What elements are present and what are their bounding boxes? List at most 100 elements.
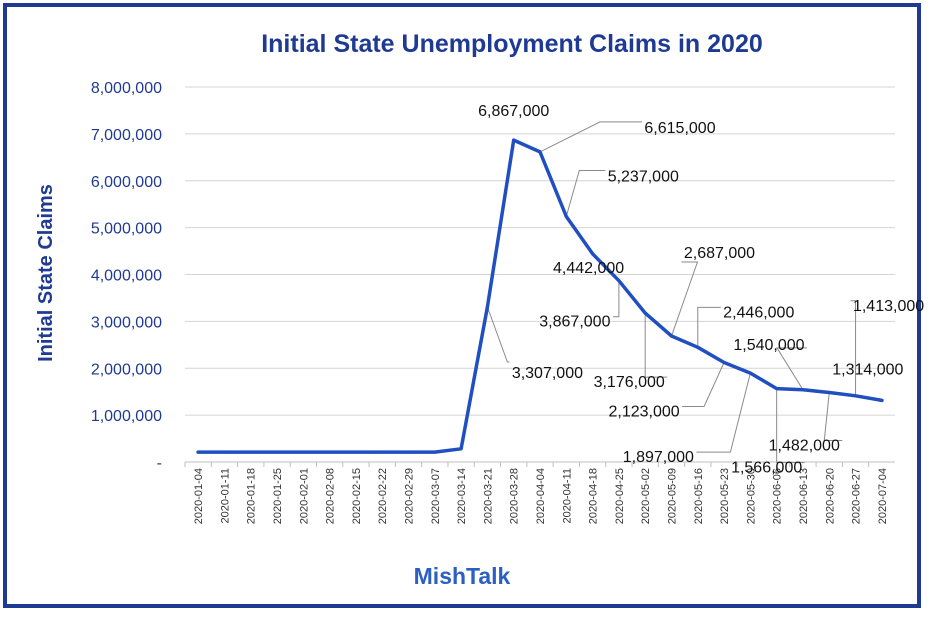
y-tick-label: 3,000,000	[91, 314, 162, 331]
data-point	[196, 450, 200, 454]
data-point	[249, 450, 253, 454]
data-label: 6,615,000	[644, 120, 715, 137]
series-layer	[196, 138, 884, 454]
data-point	[722, 360, 726, 364]
chart-title: Initial State Unemployment Claims in 202…	[261, 30, 763, 58]
data-label-leader	[671, 261, 699, 337]
data-point	[222, 450, 226, 454]
data-point	[854, 394, 858, 398]
gridlines	[185, 86, 895, 463]
x-tick-label: 2020-06-06	[772, 468, 784, 524]
data-label-leader	[697, 306, 721, 348]
chart-frame	[3, 3, 921, 608]
data-point	[696, 345, 700, 349]
series-line	[196, 138, 884, 454]
brand-label: MishTalk	[414, 563, 511, 589]
data-point	[617, 279, 621, 283]
data-label-leader	[612, 280, 620, 318]
x-tick-label: 2020-04-18	[588, 468, 600, 524]
data-label-leader	[644, 313, 668, 378]
data-label: 2,123,000	[608, 403, 679, 420]
data-label-leader	[539, 121, 642, 153]
data-point	[801, 388, 805, 392]
data-point	[354, 450, 358, 454]
x-axis-ticks: 2020-01-04 2020-01-11 2020-01-18 2020-01-25…	[184, 462, 889, 524]
x-tick-label: 2020-01-18	[246, 468, 258, 524]
data-label-leader	[486, 306, 510, 363]
data-labels: 3,307,000 6,867,000 6,615,000 5,237,000 4,44…	[478, 103, 924, 476]
data-point	[275, 450, 279, 454]
data-point	[538, 150, 542, 154]
y-tick-label: 5,000,000	[91, 221, 162, 238]
x-tick-label: 2020-01-04	[193, 468, 205, 524]
data-label: 2,687,000	[684, 245, 755, 262]
data-point	[433, 450, 437, 454]
x-tick-label: 2020-04-04	[535, 468, 547, 524]
x-tick-label: 2020-03-28	[509, 468, 521, 524]
data-label: 6,867,000	[478, 103, 549, 120]
data-label-leader	[565, 170, 606, 217]
x-tick-label: 2020-02-22	[377, 468, 389, 524]
data-label: 1,897,000	[623, 449, 694, 466]
data-point	[512, 138, 516, 142]
data-point	[407, 450, 411, 454]
data-point	[827, 391, 831, 395]
x-tick-label: 2020-06-27	[851, 468, 863, 524]
data-label: 1,482,000	[769, 438, 840, 455]
data-point	[591, 252, 595, 256]
data-label: 3,176,000	[594, 374, 665, 391]
y-tick-label: 7,000,000	[91, 127, 162, 144]
data-label: 1,314,000	[832, 361, 903, 378]
data-label-leader	[850, 300, 857, 396]
x-tick-label: 2020-02-15	[351, 468, 363, 524]
x-tick-label: 2020-06-20	[824, 468, 836, 524]
data-label: 3,867,000	[539, 314, 610, 331]
x-tick-label: 2020-03-07	[430, 468, 442, 524]
data-point	[328, 450, 332, 454]
data-point	[564, 215, 568, 219]
data-label-leader	[696, 372, 751, 453]
data-label: 2,446,000	[723, 304, 794, 321]
x-tick-label: 2020-06-13	[798, 468, 810, 524]
data-point	[380, 450, 384, 454]
data-point	[643, 311, 647, 315]
x-tick-label: 2020-05-30	[745, 468, 757, 524]
data-label-leader	[682, 362, 725, 407]
y-axis-title: Initial State Claims	[35, 184, 57, 362]
y-tick-label: 6,000,000	[91, 174, 162, 191]
x-tick-label: 2020-07-04	[877, 468, 889, 524]
x-tick-label: 2020-02-08	[325, 468, 337, 524]
data-point	[880, 398, 884, 402]
y-tick-label: -	[157, 455, 162, 472]
x-tick-label: 2020-01-25	[272, 468, 284, 524]
data-label-leader	[823, 392, 843, 442]
data-label: 1,413,000	[853, 298, 924, 315]
x-tick-label: 2020-05-16	[693, 468, 705, 524]
data-point	[459, 447, 463, 451]
y-tick-label: 4,000,000	[91, 268, 162, 285]
x-tick-label: 2020-04-11	[561, 468, 573, 523]
data-label: 5,237,000	[608, 169, 679, 186]
x-tick-label: 2020-05-23	[719, 468, 731, 524]
y-tick-label: 1,000,000	[91, 408, 162, 425]
y-tick-label: 8,000,000	[91, 80, 162, 97]
y-tick-label: 2,000,000	[91, 361, 162, 378]
data-label: 1,566,000	[731, 460, 802, 477]
data-point	[485, 305, 489, 309]
x-tick-label: 2020-05-09	[666, 468, 678, 524]
data-label-leaders	[486, 121, 857, 464]
x-tick-label: 2020-04-25	[614, 468, 626, 524]
x-tick-label: 2020-02-29	[404, 468, 416, 524]
data-label: 1,540,000	[733, 337, 804, 354]
data-point	[669, 334, 673, 338]
x-tick-label: 2020-02-01	[298, 468, 310, 524]
x-tick-label: 2020-05-02	[640, 468, 652, 524]
data-point	[775, 387, 779, 391]
data-point	[748, 371, 752, 375]
data-label-leader	[776, 388, 805, 464]
x-tick-label: 2020-03-14	[456, 468, 468, 524]
data-label: 3,307,000	[512, 365, 583, 382]
data-label-leader	[776, 347, 807, 391]
x-tick-label: 2020-03-21	[482, 468, 494, 524]
